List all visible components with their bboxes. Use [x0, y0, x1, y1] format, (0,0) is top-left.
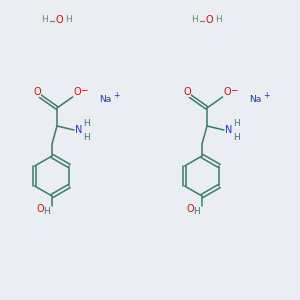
Text: O: O: [36, 204, 44, 214]
Text: O: O: [183, 87, 191, 97]
Text: H: H: [234, 119, 240, 128]
Text: O: O: [186, 204, 194, 214]
Text: N: N: [225, 125, 233, 135]
Text: H: H: [234, 133, 240, 142]
Text: −: −: [230, 85, 238, 94]
Text: H: H: [44, 208, 50, 217]
Text: H: H: [66, 16, 72, 25]
Text: O: O: [33, 87, 41, 97]
Text: O: O: [73, 87, 81, 97]
Text: N: N: [75, 125, 83, 135]
Text: O: O: [223, 87, 231, 97]
Text: O: O: [55, 15, 63, 25]
Text: H: H: [84, 119, 90, 128]
Text: H: H: [84, 133, 90, 142]
Text: H: H: [192, 16, 198, 25]
Text: H: H: [42, 16, 48, 25]
Text: H: H: [194, 208, 200, 217]
Text: O: O: [205, 15, 213, 25]
Text: Na: Na: [249, 95, 261, 104]
Text: Na: Na: [99, 95, 111, 104]
Text: +: +: [113, 91, 119, 100]
Text: −: −: [80, 85, 88, 94]
Text: +: +: [263, 91, 269, 100]
Text: H: H: [216, 16, 222, 25]
